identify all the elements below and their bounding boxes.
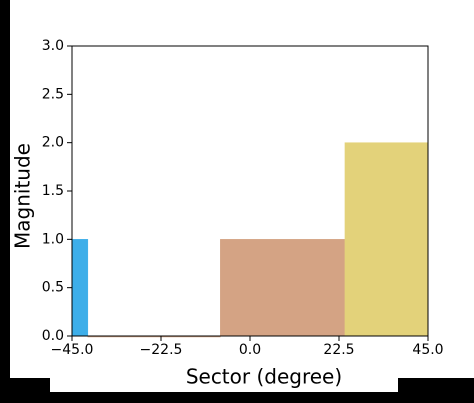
x-tick-label: 0.0	[239, 342, 261, 358]
bar	[344, 142, 429, 337]
x-tick-label: −45.0	[51, 342, 94, 358]
y-tick-label: 2.5	[42, 86, 64, 102]
bar	[71, 239, 89, 337]
y-tick-label: 1.5	[42, 183, 64, 199]
y-tick-label: 1.0	[42, 231, 64, 247]
background	[50, 370, 398, 392]
x-axis-title: Sector (degree)	[186, 365, 342, 389]
y-tick-label: 2.0	[42, 135, 64, 151]
y-tick-label: 0.0	[42, 328, 64, 344]
x-tick-label: −22.5	[140, 342, 183, 358]
x-tick-label: 45.0	[412, 342, 443, 358]
bar	[220, 239, 346, 337]
x-tick-label: 22.5	[323, 342, 354, 358]
y-axis-title: Magnitude	[11, 143, 35, 249]
y-tick-label: 3.0	[42, 38, 64, 54]
y-tick-label: 0.5	[42, 280, 64, 296]
